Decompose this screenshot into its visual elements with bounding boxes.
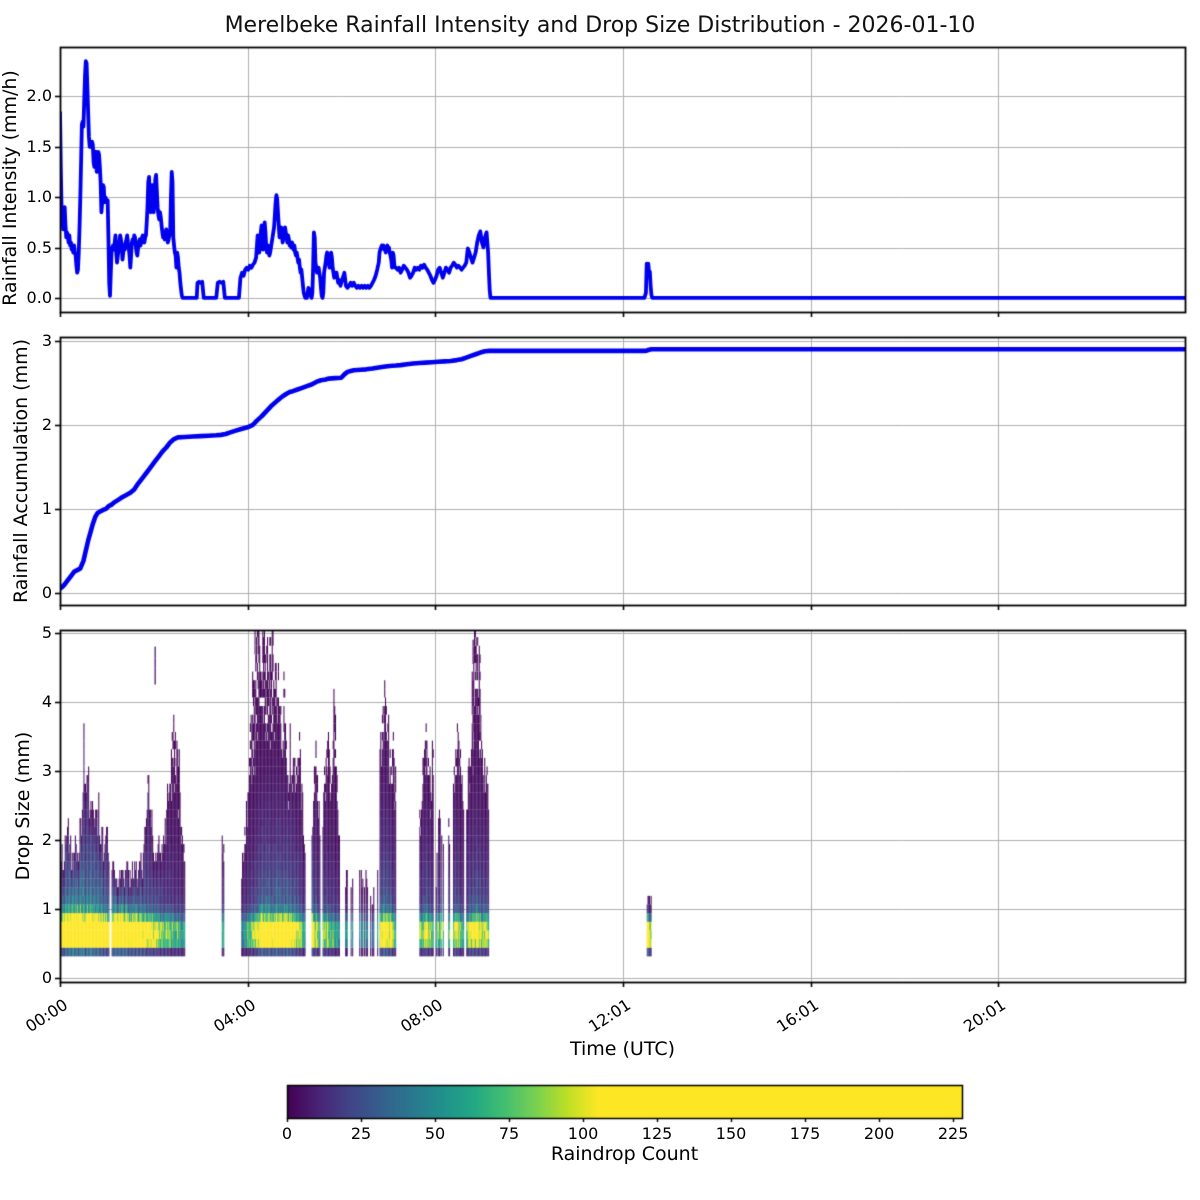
colorbar-tick-label: 125: [641, 1124, 673, 1143]
y-tick-label: 5: [41, 622, 52, 642]
colorbar-tick-label: 200: [863, 1124, 895, 1143]
colorbar-tick-label: 150: [715, 1124, 747, 1143]
colorbar-tick-label: 175: [789, 1124, 821, 1143]
y-tick-label: 0.5: [26, 237, 52, 257]
y-tick-label: 1: [41, 898, 52, 918]
colorbar-tick-label: 0: [281, 1124, 293, 1143]
accumulation-y-axis-label: Rainfall Accumulation (mm): [10, 338, 32, 604]
colorbar-tick-label: 25: [350, 1124, 372, 1143]
y-tick-label: 0.0: [26, 287, 52, 307]
y-tick-label: 1.0: [26, 187, 52, 207]
y-tick-label: 2: [41, 829, 52, 849]
colorbar-tick-label: 75: [498, 1124, 520, 1143]
y-tick-label: 3: [41, 330, 52, 350]
y-tick-label: 2: [41, 414, 52, 434]
dropsize-y-axis-label: Drop Size (mm): [12, 731, 34, 881]
y-tick-label: 4: [41, 691, 52, 711]
colorbar-label: Raindrop Count: [550, 1143, 699, 1165]
y-tick-label: 1: [41, 498, 52, 518]
y-tick-label: 0: [41, 582, 52, 602]
colorbar-tick-label: 50: [424, 1124, 446, 1143]
x-axis-label: Time (UTC): [569, 1038, 676, 1060]
y-tick-label: 1.5: [26, 136, 52, 156]
colorbar-tick-label: 100: [567, 1124, 599, 1143]
y-tick-label: 3: [41, 760, 52, 780]
y-tick-label: 2.0: [26, 86, 52, 106]
y-tick-label: 0: [41, 967, 52, 987]
colorbar-tick-label: 225: [937, 1124, 969, 1143]
chart-title: Merelbeke Rainfall Intensity and Drop Si…: [224, 13, 976, 38]
